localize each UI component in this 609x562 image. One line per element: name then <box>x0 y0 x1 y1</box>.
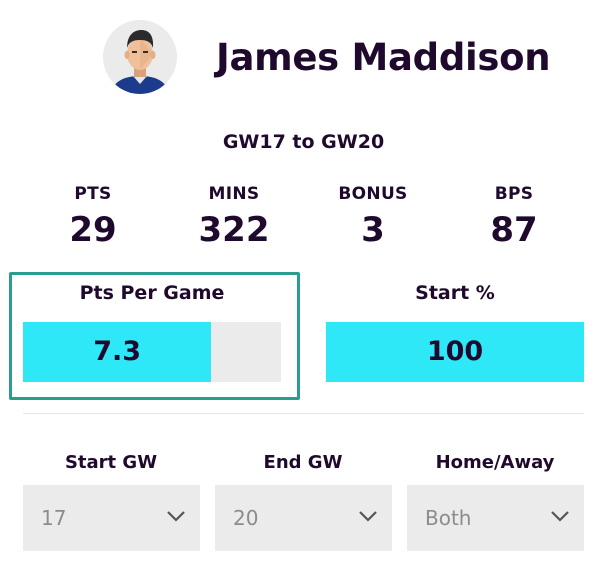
player-avatar <box>103 20 177 94</box>
stat-pts: PTS 29 <box>23 182 163 250</box>
chevron-down-icon <box>551 511 569 522</box>
ppg-value: 7.3 <box>93 336 142 367</box>
ppg-bar: 7.3 <box>23 322 281 382</box>
end-gw-select[interactable]: 20 <box>215 485 392 551</box>
chevron-down-icon <box>167 511 185 522</box>
player-name: James Maddison <box>216 36 551 79</box>
stat-label: PTS <box>74 184 112 204</box>
stat-bonus: BONUS 3 <box>303 182 443 250</box>
player-avatar-icon <box>103 20 177 94</box>
stat-label: BONUS <box>338 184 408 204</box>
stat-label: MINS <box>208 184 260 204</box>
start-gw-value: 17 <box>41 506 67 530</box>
divider <box>23 413 584 414</box>
home-away-value: Both <box>425 506 472 530</box>
stat-value: 87 <box>490 210 538 250</box>
stat-bps: BPS 87 <box>444 182 584 250</box>
end-gw-label: End GW <box>263 452 343 473</box>
home-away-label: Home/Away <box>435 452 555 473</box>
stat-value: 29 <box>69 210 117 250</box>
highlight-box <box>9 272 300 400</box>
start-gw-label: Start GW <box>64 452 158 473</box>
stat-label: BPS <box>494 184 534 204</box>
chevron-down-icon <box>359 511 377 522</box>
start-pct-value: 100 <box>426 336 484 367</box>
start-pct-title: Start % <box>415 282 495 304</box>
stat-mins: MINS 322 <box>164 182 304 250</box>
start-gw-select[interactable]: 17 <box>23 485 200 551</box>
ppg-title: Pts Per Game <box>79 282 225 304</box>
start-pct-bar: 100 <box>326 322 584 382</box>
start-pct-bar-fill <box>326 322 584 382</box>
end-gw-value: 20 <box>233 506 259 530</box>
stat-value: 322 <box>198 210 270 250</box>
home-away-select[interactable]: Both <box>407 485 584 551</box>
gameweek-range: GW17 to GW20 <box>222 131 385 153</box>
stat-value: 3 <box>361 210 385 250</box>
ppg-bar-fill <box>23 322 212 382</box>
